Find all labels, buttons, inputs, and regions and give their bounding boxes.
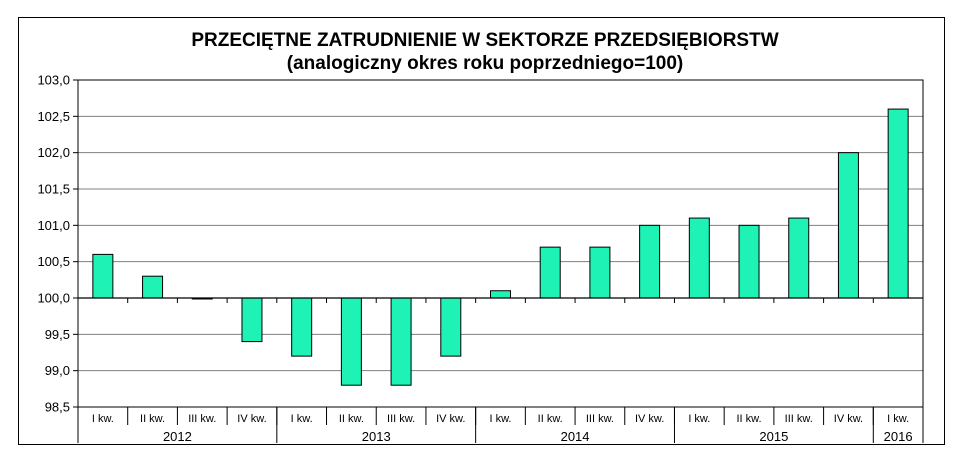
x-category-label: III kw. — [586, 413, 614, 425]
x-year-label: 2014 — [561, 429, 590, 444]
bar — [490, 290, 511, 299]
bar — [539, 246, 561, 299]
bar — [241, 297, 263, 343]
y-tick-label: 102,0 — [37, 145, 70, 160]
plot-area — [77, 79, 924, 408]
chart-title: PRZECIĘTNE ZATRUDNIENIE W SEKTORZE PRZED… — [191, 30, 779, 51]
bar — [688, 217, 710, 299]
chart-frame — [18, 17, 945, 445]
x-year-label: 2016 — [884, 429, 913, 444]
x-year-label: 2015 — [759, 429, 788, 444]
x-category-label: IV kw. — [834, 413, 863, 425]
x-category-label: III kw. — [785, 413, 813, 425]
y-axis-ticks: 98,5 99,0 99,5 100,0 100,5 101,0 101,5 102,0 102… — [37, 73, 78, 415]
x-year-label: 2013 — [362, 429, 391, 444]
x-category-label: II kw. — [736, 413, 761, 425]
x-category-label: II kw. — [140, 413, 165, 425]
x-category-label: III kw. — [387, 413, 415, 425]
y-tick-label: 102,5 — [37, 109, 70, 124]
x-category-label: I kw. — [92, 413, 114, 425]
bar — [390, 297, 412, 386]
x-year-label: 2012 — [163, 429, 192, 444]
y-tick-label: 100,0 — [37, 291, 70, 306]
bar — [589, 246, 611, 299]
bar — [440, 297, 462, 357]
bar — [837, 152, 859, 299]
x-category-label: IV kw. — [635, 413, 664, 425]
x-category-label: I kw. — [887, 413, 909, 425]
x-category-label: III kw. — [188, 413, 216, 425]
x-category-label: I kw. — [688, 413, 710, 425]
bar — [291, 297, 313, 357]
x-category-label: II kw. — [538, 413, 563, 425]
bar — [142, 275, 164, 299]
bar — [788, 217, 810, 299]
y-tick-label: 99,5 — [45, 327, 70, 342]
bar — [340, 297, 362, 386]
y-tick-label: 98,5 — [45, 400, 70, 415]
y-tick-label: 101,5 — [37, 182, 70, 197]
y-tick-label: 99,0 — [45, 363, 70, 378]
x-category-label: IV kw. — [237, 413, 266, 425]
bar — [92, 253, 114, 299]
x-category-label: I kw. — [489, 413, 511, 425]
axes — [77, 79, 924, 408]
bar — [887, 108, 909, 299]
x-category-label: I kw. — [291, 413, 313, 425]
bar — [738, 224, 760, 299]
x-category-label: II kw. — [339, 413, 364, 425]
y-tick-label: 100,5 — [37, 254, 70, 269]
bar — [639, 224, 661, 299]
chart-subtitle: (analogiczny okres roku poprzedniego=100… — [286, 53, 684, 74]
bars — [92, 108, 909, 386]
gridlines — [78, 115, 923, 372]
x-axis-labels: I kw. II kw. III kw. IV kw. I kw. II kw. III k… — [77, 407, 924, 444]
y-tick-label: 101,0 — [37, 218, 70, 233]
y-tick-label: 103,0 — [37, 73, 70, 88]
x-category-label: IV kw. — [436, 413, 465, 425]
